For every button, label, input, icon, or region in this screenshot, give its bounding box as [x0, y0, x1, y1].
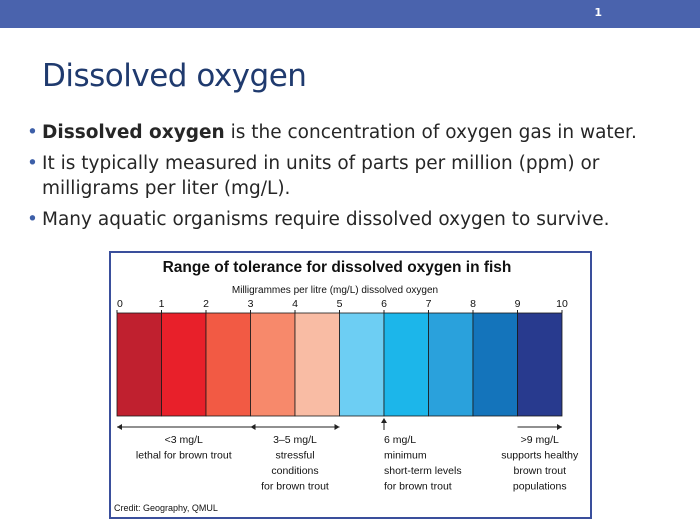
- annotation-line: populations: [513, 481, 567, 493]
- annotation-line: 6 mg/L: [384, 434, 416, 446]
- oxygen-tolerance-chart: Range of tolerance for dissolved oxygen …: [114, 259, 579, 513]
- tick-label: 7: [426, 298, 432, 310]
- bullet-icon: •: [27, 122, 38, 143]
- annotation-arrowhead: [250, 424, 256, 430]
- annotation-label: <3 mg/L lethal for brown trout: [136, 434, 232, 462]
- annotation-label: >9 mg/L supports healthy brown trout popula…: [501, 434, 579, 493]
- tick-label: 2: [203, 298, 209, 310]
- slide-header-bar: 1: [0, 0, 700, 28]
- annotation-arrowhead: [334, 424, 340, 430]
- tolerance-segment: [250, 312, 296, 417]
- tolerance-segment: [205, 312, 251, 417]
- annotation-arrowhead: [117, 424, 122, 430]
- bullet-item: • Dissolved oxygen is the concentration o…: [27, 120, 687, 145]
- annotation-line: for brown trout: [384, 481, 452, 493]
- chart-credit: Credit: Geography, QMUL: [114, 503, 218, 513]
- annotation-line: conditions: [271, 465, 318, 477]
- bullet-text: It is typically measured in units of par…: [42, 153, 600, 199]
- annotation-line: for brown trout: [261, 481, 329, 493]
- oxygen-tolerance-figure: Range of tolerance for dissolved oxygen …: [109, 251, 592, 519]
- annotation-line: >9 mg/L: [521, 434, 559, 446]
- tick-label: 8: [470, 298, 476, 310]
- tolerance-segment: [472, 312, 518, 417]
- annotation-line: supports healthy: [501, 450, 579, 462]
- tick-label: 5: [337, 298, 343, 310]
- tick-label: 3: [248, 298, 254, 310]
- bullet-bold-term: Dissolved oxygen: [42, 122, 225, 143]
- tolerance-segment: [428, 312, 474, 417]
- tolerance-segment: [339, 312, 385, 417]
- annotation-line: minimum: [384, 450, 427, 462]
- tick-label: 1: [159, 298, 165, 310]
- tick-label: 6: [381, 298, 387, 310]
- tick-label: 10: [556, 298, 568, 310]
- tolerance-segment: [517, 312, 563, 417]
- annotation-arrowhead: [381, 418, 387, 423]
- annotation-line: <3 mg/L: [165, 434, 203, 446]
- page-number: 1: [594, 6, 602, 19]
- annotation-label: 6 mg/L minimum short-term levels for brown …: [384, 434, 462, 493]
- tolerance-segment: [116, 312, 162, 417]
- annotation-line: 3–5 mg/L: [273, 434, 317, 446]
- annotation-line: lethal for brown trout: [136, 450, 232, 462]
- x-axis-label: Milligrammes per litre (mg/L) dissolved …: [232, 285, 438, 296]
- annotation-arrowhead: [557, 424, 562, 430]
- tolerance-segment: [294, 312, 340, 417]
- tick-label: 4: [292, 298, 298, 310]
- tick-label: 0: [117, 298, 123, 310]
- chart-title: Range of tolerance for dissolved oxygen …: [163, 259, 512, 276]
- bullet-item: • It is typically measured in units of pa…: [27, 151, 687, 201]
- bullet-list: • Dissolved oxygen is the concentration o…: [27, 120, 687, 238]
- annotation-line: brown trout: [513, 465, 566, 477]
- annotation-label: 3–5 mg/L stressful conditions for brown tro…: [261, 434, 329, 493]
- tolerance-segment: [161, 312, 207, 417]
- bullet-icon: •: [27, 153, 38, 174]
- slide-title: Dissolved oxygen: [42, 58, 307, 94]
- tolerance-segment: [383, 312, 429, 417]
- annotation-line: short-term levels: [384, 465, 462, 477]
- bullet-icon: •: [27, 209, 38, 230]
- tick-label: 9: [515, 298, 521, 310]
- bullet-text: is the concentration of oxygen gas in wa…: [224, 122, 637, 143]
- bullet-text: Many aquatic organisms require dissolved…: [42, 209, 610, 230]
- bullet-item: • Many aquatic organisms require dissolve…: [27, 207, 687, 232]
- annotation-line: stressful: [275, 450, 314, 462]
